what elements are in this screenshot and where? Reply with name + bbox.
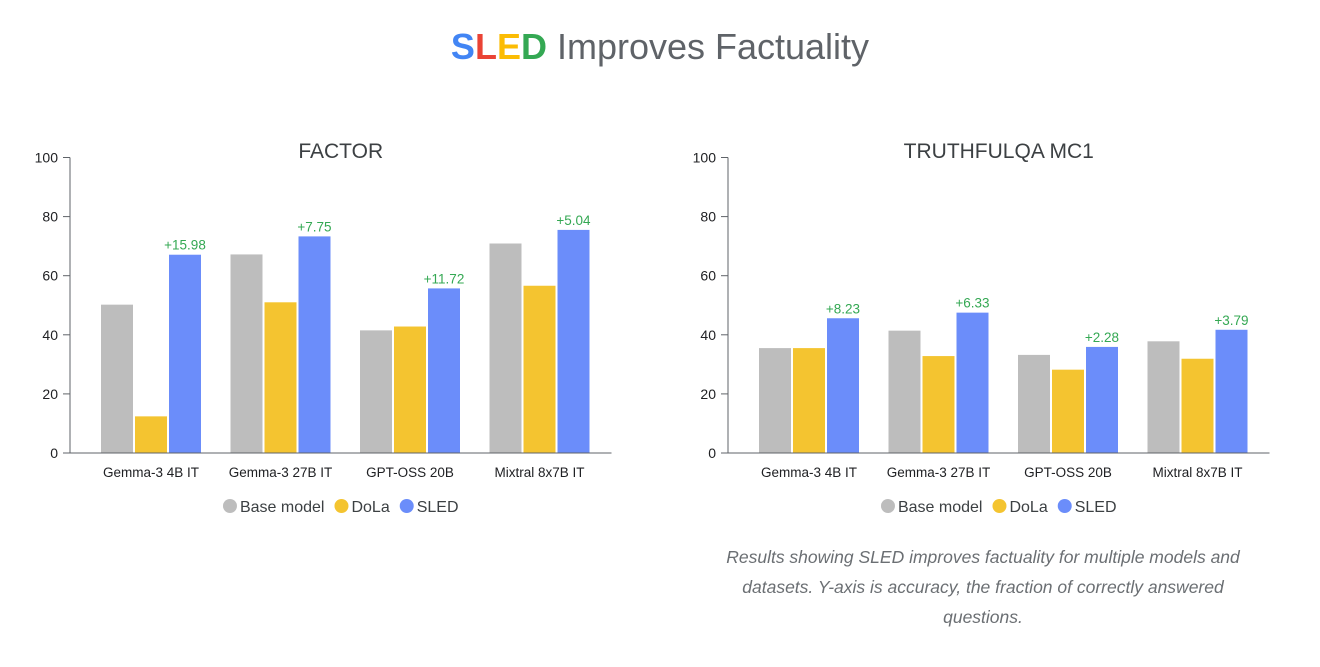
truthfulqa-chart: TRUTHFULQA MC1 0 20 40 60 80 100 +8.23 Gemma-3 4… (693, 140, 1270, 516)
legend-swatch-dola (992, 499, 1007, 513)
legend-swatch-sled (399, 499, 414, 513)
y-tick-label: 40 (700, 327, 716, 343)
bar-base-model (759, 348, 791, 453)
chart-title: FACTOR (298, 140, 383, 163)
y-tick-label: 100 (35, 150, 59, 166)
y-tick-label: 0 (50, 445, 58, 461)
y-tick-label: 20 (42, 386, 58, 402)
bar-base-model (489, 243, 522, 453)
title-rest: Improves Factuality (546, 26, 870, 67)
gain-annotation: +7.75 (297, 219, 331, 234)
bar-base-model (101, 304, 133, 453)
bar-base-model (1018, 354, 1050, 453)
y-tick-label: 0 (708, 445, 716, 461)
bar-dola (922, 356, 955, 453)
x-tick-label: Mixtral 8x7B IT (1152, 465, 1242, 480)
y-tick-label: 80 (42, 209, 58, 225)
bar-sled (1215, 329, 1248, 453)
brand-letter-d: D (520, 26, 547, 67)
bar-dola (1052, 369, 1084, 453)
gain-annotation: +3.79 (1214, 313, 1248, 328)
bar-base-model (230, 254, 263, 453)
bar-sled (169, 254, 201, 453)
y-tick-label: 20 (700, 386, 716, 402)
brand-letter-e: E (496, 26, 521, 67)
brand-letter-l: L (474, 26, 497, 67)
chart-title: TRUTHFULQA MC1 (904, 140, 1094, 163)
legend-swatch-base-model (880, 499, 895, 513)
x-tick-label: Gemma-3 4B IT (761, 465, 857, 480)
legend-label: SLED (417, 499, 459, 516)
legend-swatch-dola (334, 499, 349, 513)
legend-swatch-sled (1057, 499, 1072, 513)
bar-sled (298, 236, 331, 453)
brand-letter-s: S (450, 26, 475, 67)
bar-base-model (360, 330, 392, 453)
legend: Base model DoLa SLED (880, 499, 1117, 516)
bar-sled (956, 312, 989, 453)
gain-annotation: +5.04 (556, 213, 591, 228)
gain-annotation: +6.33 (955, 296, 989, 311)
gain-annotation: +8.23 (826, 301, 860, 316)
x-tick-label: Gemma-3 27B IT (229, 465, 333, 480)
y-tick-label: 80 (700, 209, 716, 225)
bar-sled (557, 229, 590, 453)
legend-label: SLED (1075, 499, 1117, 516)
bar-base-model (888, 330, 921, 453)
legend-label: DoLa (351, 499, 389, 516)
bar-dola (1181, 358, 1214, 453)
bar-dola (264, 302, 297, 453)
gain-annotation: +15.98 (164, 238, 206, 253)
bar-sled (827, 318, 859, 453)
x-tick-label: GPT-OSS 20B (366, 465, 454, 480)
bar-dola (394, 326, 426, 453)
bar-base-model (1147, 341, 1180, 453)
y-tick-label: 60 (42, 268, 58, 284)
factor-chart: FACTOR 0 20 40 60 80 100 +15.98 Gemma-3 4B IT +7.… (35, 140, 612, 516)
y-tick-label: 100 (693, 150, 717, 166)
gain-annotation: +2.28 (1085, 330, 1119, 345)
bar-dola (793, 348, 825, 453)
legend-label: Base model (898, 499, 983, 516)
page-title: SLED Improves Factuality (0, 22, 1320, 72)
bar-sled (428, 288, 460, 453)
x-tick-label: GPT-OSS 20B (1024, 465, 1112, 480)
caption: Results showing SLED improves factuality… (726, 547, 1240, 627)
gain-annotation: +11.72 (424, 271, 465, 286)
y-tick-label: 40 (42, 327, 58, 343)
bar-dola (523, 285, 556, 453)
legend-swatch-base-model (222, 499, 237, 513)
legend-label: DoLa (1009, 499, 1047, 516)
y-tick-label: 60 (700, 268, 716, 284)
bar-dola (135, 416, 167, 453)
x-tick-label: Gemma-3 27B IT (887, 465, 991, 480)
x-tick-label: Mixtral 8x7B IT (494, 465, 584, 480)
bar-sled (1086, 346, 1118, 453)
legend-label: Base model (240, 499, 325, 516)
x-tick-label: Gemma-3 4B IT (103, 465, 199, 480)
legend: Base model DoLa SLED (222, 499, 459, 516)
